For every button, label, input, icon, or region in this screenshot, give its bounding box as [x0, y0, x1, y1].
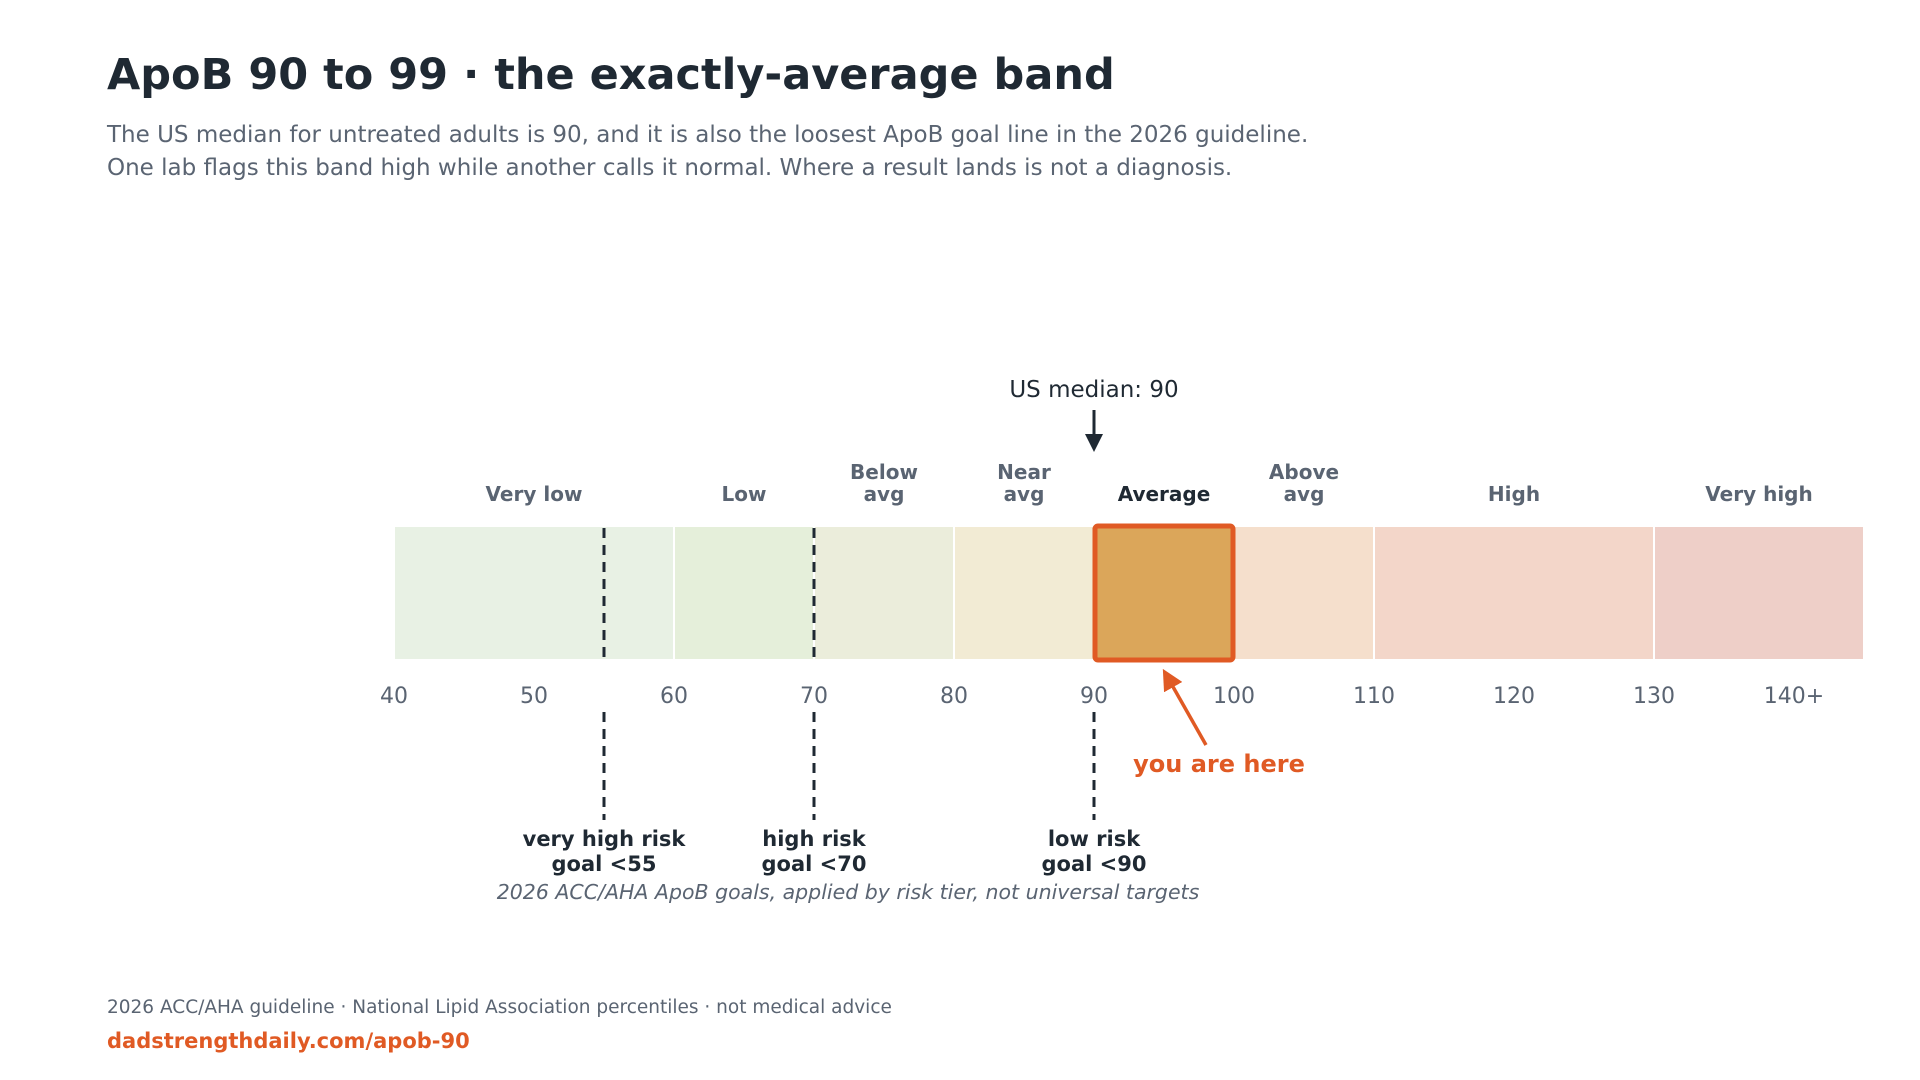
- band-label-very-low: Very low: [486, 482, 583, 506]
- band-low: [673, 525, 815, 661]
- band-below-avg: [813, 525, 955, 661]
- band-label-above-avg-line-2: avg: [1284, 482, 1325, 506]
- tick-label-70: 70: [800, 684, 828, 709]
- you-are-here-arrow: [1162, 668, 1208, 746]
- band-high: [1373, 525, 1655, 661]
- goal-label-90-line-2: goal <90: [1042, 852, 1147, 876]
- you-are-here-label: you are here: [1133, 750, 1305, 778]
- tick-label-130: 130: [1633, 684, 1675, 709]
- page-title: ApoB 90 to 99 · the exactly-average band: [107, 50, 1115, 100]
- band-near-avg: [953, 525, 1095, 661]
- band-above-avg: [1233, 525, 1375, 661]
- goal-label-70-line-1: high risk: [762, 827, 866, 851]
- tick-label-110: 110: [1353, 684, 1395, 709]
- band-label-above-avg-line-1: Above: [1269, 460, 1339, 484]
- band-very-low: [393, 525, 675, 661]
- highlight-outline-average: [1092, 523, 1236, 663]
- band-very-high: [1653, 525, 1865, 661]
- goal-label-70-line-2: goal <70: [762, 852, 867, 876]
- band-label-low: Low: [722, 482, 767, 506]
- band-label-below-avg-line-1: Below: [850, 460, 918, 484]
- band-label-average: Average: [1118, 482, 1211, 506]
- footer-source-note: 2026 ACC/AHA guideline · National Lipid …: [107, 997, 892, 1018]
- band-label-high: High: [1488, 482, 1540, 506]
- band-label-near-avg-line-2: avg: [1004, 482, 1045, 506]
- tick-labels-layer: 40 50 60 70 80 90 100 110 120 130 140+: [380, 684, 1824, 709]
- median-label: US median: 90: [1009, 377, 1178, 403]
- highlight-layer: [1092, 523, 1236, 663]
- band-label-near-avg-line-1: Near: [997, 460, 1051, 484]
- tick-label-50: 50: [520, 684, 548, 709]
- goal-caption: 2026 ACC/AHA ApoB goals, applied by risk…: [497, 880, 1200, 904]
- tick-label-60: 60: [660, 684, 688, 709]
- tick-label-120: 120: [1493, 684, 1535, 709]
- subtitle-line-2: One lab flags this band high while anoth…: [107, 155, 1233, 181]
- annotations-layer: US median: 90 you are here: [1009, 377, 1305, 778]
- tick-label-140: 140+: [1764, 684, 1824, 709]
- footer-link[interactable]: dadstrengthdaily.com/apob-90: [107, 1029, 470, 1053]
- goal-label-55-line-2: goal <55: [552, 852, 657, 876]
- band-average: [1093, 525, 1235, 661]
- subtitle-line-1: The US median for untreated adults is 90…: [107, 122, 1309, 148]
- tick-label-80: 80: [940, 684, 968, 709]
- tick-label-40: 40: [380, 684, 408, 709]
- goal-label-55-line-1: very high risk: [523, 827, 687, 851]
- tick-label-90: 90: [1080, 684, 1108, 709]
- tick-label-100: 100: [1213, 684, 1255, 709]
- band-label-very-high: Very high: [1705, 482, 1812, 506]
- goal-label-90-line-1: low risk: [1048, 827, 1141, 851]
- band-label-below-avg-line-2: avg: [864, 482, 905, 506]
